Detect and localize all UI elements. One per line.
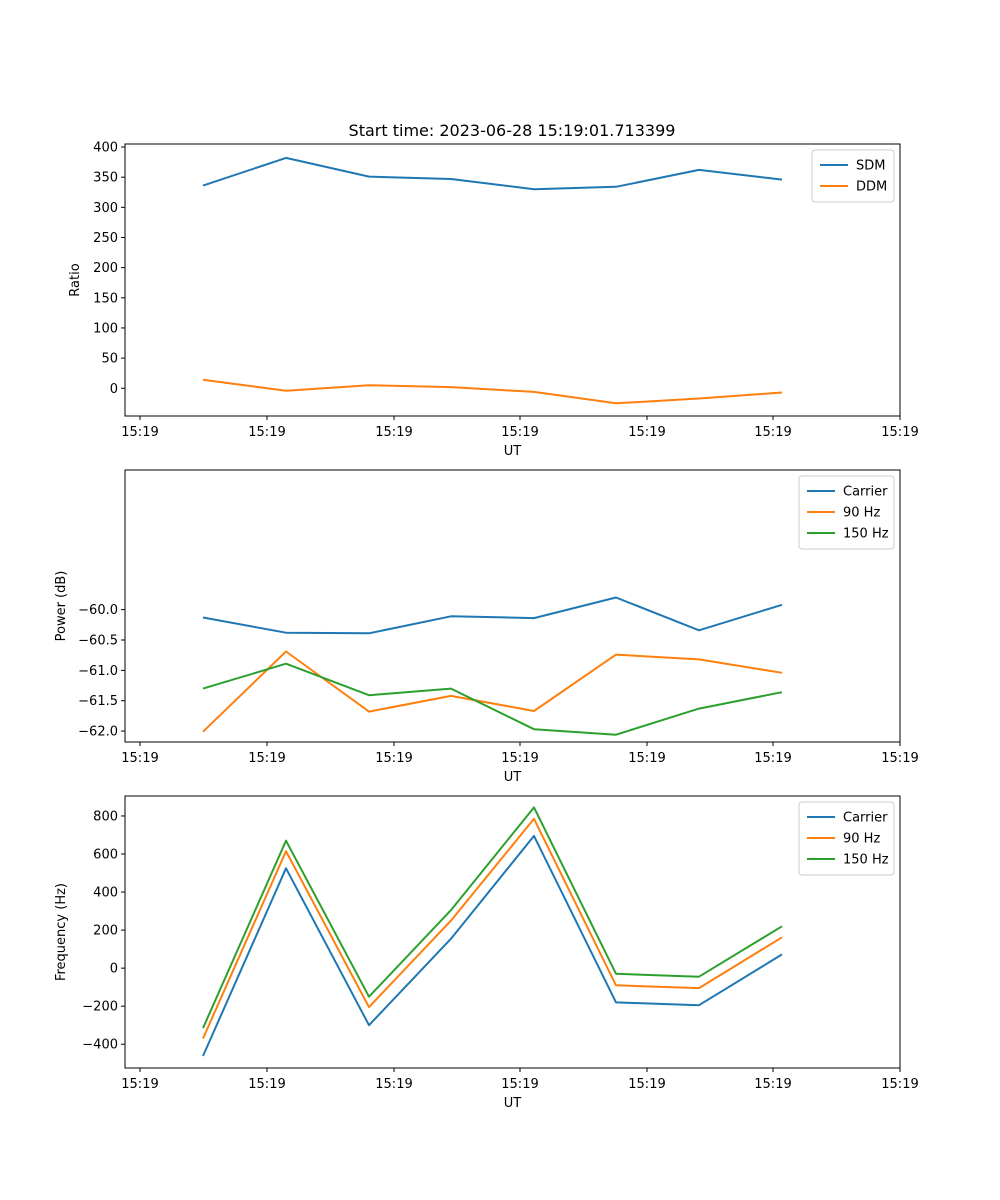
legend-box	[798, 475, 895, 550]
panel-1: 0 50 100 150 200 250 300 350 400 15:19 15:19 15:19 1…	[68, 141, 919, 459]
legend-box	[798, 801, 895, 876]
y-tick-label: −61.0	[78, 664, 118, 679]
series-line-carrier	[202, 596, 783, 635]
series-line-carrier	[202, 834, 783, 1057]
y-axis-label: Frequency (Hz)	[54, 883, 69, 981]
legend-label: DDM	[856, 180, 887, 195]
y-tick-label: 50	[101, 352, 118, 367]
x-tick-label: 15:19	[754, 1077, 791, 1092]
x-tick-label: 15:19	[121, 751, 158, 766]
legend-label: Carrier	[843, 811, 888, 826]
y-tick-label: −60.5	[78, 634, 118, 649]
y-tick-label: 400	[93, 886, 118, 901]
y-tick-label: 200	[93, 261, 118, 276]
y-tick-label: −400	[82, 1038, 118, 1053]
y-tick-label: 200	[93, 924, 118, 939]
y-tick-label: −200	[82, 1000, 118, 1015]
x-axis-label: UT	[504, 1096, 522, 1111]
panel-2: −62.0 −61.5 −61.0 −60.5 −60.0 15:19 15:19 15:19…	[54, 469, 919, 785]
x-tick-label: 15:19	[881, 751, 918, 766]
y-tick-label: 600	[93, 848, 118, 863]
x-tick-label: 15:19	[501, 1077, 538, 1092]
axes-frame	[124, 469, 901, 743]
x-tick-label: 15:19	[121, 1077, 158, 1092]
x-tick-label: 15:19	[248, 425, 285, 440]
y-tick-label: 350	[93, 171, 118, 186]
y-tick-label: 300	[93, 201, 118, 216]
legend-label: 150 Hz	[843, 527, 889, 542]
legend: Carrier 90 Hz 150 Hz	[798, 801, 895, 876]
x-tick-label: 15:19	[248, 1077, 285, 1092]
x-tick-label: 15:19	[881, 425, 918, 440]
x-axis-label: UT	[504, 770, 522, 785]
y-tick-label: −61.5	[78, 694, 118, 709]
legend: SDM DDM	[811, 149, 895, 203]
x-tick-label: 15:19	[754, 751, 791, 766]
x-axis-label: UT	[504, 444, 522, 459]
x-tick-label: 15:19	[754, 425, 791, 440]
x-tick-label: 15:19	[628, 1077, 665, 1092]
y-tick-label: 150	[93, 291, 118, 306]
legend-box	[811, 149, 895, 203]
y-axis-label: Power (dB)	[54, 571, 69, 642]
series-line-sdm	[202, 156, 783, 191]
panel-3: −400 −200 0 200 400 600 800 15:19 15:19 15:19 15:1…	[54, 795, 919, 1111]
axes-frame	[124, 795, 901, 1069]
y-axis-label: Ratio	[68, 263, 83, 296]
y-tick-label: 0	[110, 382, 118, 397]
y-tick-label: −60.0	[78, 603, 118, 618]
legend-label: 90 Hz	[843, 506, 880, 521]
x-tick-label: 15:19	[501, 751, 538, 766]
series-line-90-hz	[202, 817, 783, 1039]
y-tick-label: 400	[93, 141, 118, 156]
series-line-90-hz	[202, 650, 783, 733]
panels: 0 50 100 150 200 250 300 350 400 15:19 15:19 15:19 1…	[54, 141, 919, 1111]
legend-label: Carrier	[843, 485, 888, 500]
y-tick-label: 800	[93, 809, 118, 824]
x-tick-label: 15:19	[628, 751, 665, 766]
chart-title: Start time: 2023-06-28 15:19:01.713399	[349, 121, 676, 140]
y-tick-label: 100	[93, 321, 118, 336]
y-tick-label: 250	[93, 231, 118, 246]
x-tick-label: 15:19	[881, 1077, 918, 1092]
x-tick-label: 15:19	[121, 425, 158, 440]
x-tick-label: 15:19	[375, 425, 412, 440]
legend-label: SDM	[856, 159, 885, 174]
series-line-ddm	[202, 378, 783, 405]
series-line-150-hz	[202, 806, 783, 1029]
x-tick-label: 15:19	[375, 751, 412, 766]
y-tick-label: −62.0	[78, 725, 118, 740]
legend: Carrier 90 Hz 150 Hz	[798, 475, 895, 550]
x-tick-label: 15:19	[375, 1077, 412, 1092]
x-tick-label: 15:19	[248, 751, 285, 766]
legend-label: 90 Hz	[843, 832, 880, 847]
x-tick-label: 15:19	[628, 425, 665, 440]
series-line-150-hz	[202, 662, 783, 736]
x-tick-label: 15:19	[501, 425, 538, 440]
axes-frame	[124, 143, 901, 417]
legend-label: 150 Hz	[843, 853, 889, 868]
y-tick-label: 0	[110, 962, 118, 977]
